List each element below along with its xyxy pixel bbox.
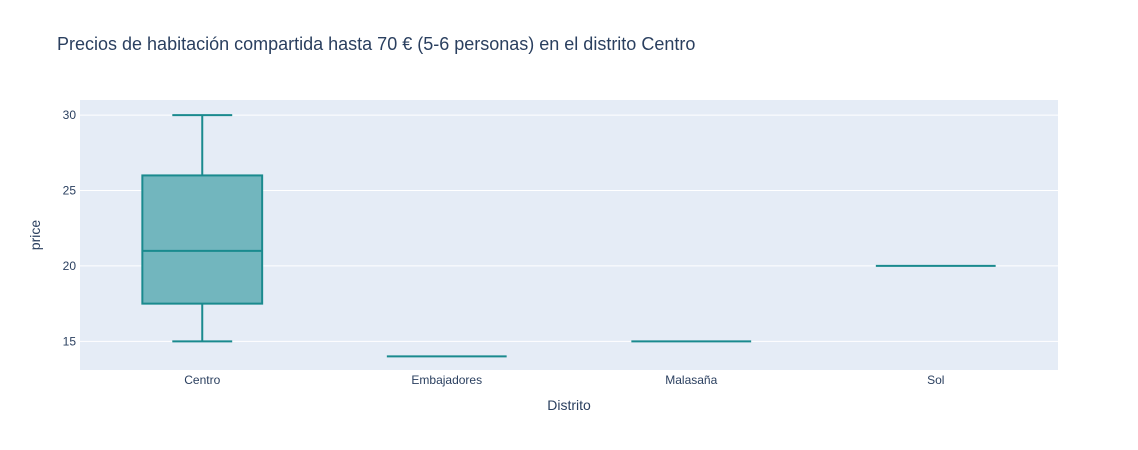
y-tick-label: 20	[63, 259, 77, 273]
x-tick-label: Malasaña	[665, 373, 717, 387]
x-tick-label: Embajadores	[411, 373, 482, 387]
y-axis-ticks: 15 20 25 30	[63, 108, 77, 348]
y-axis-title: price	[27, 220, 43, 251]
boxes	[141, 114, 996, 358]
box-centro	[141, 114, 264, 343]
iqr-box	[141, 174, 264, 305]
x-axis-ticks: Centro Embajadores Malasaña Sol	[184, 373, 944, 387]
y-tick-label: 30	[63, 108, 77, 122]
x-tick-label: Centro	[184, 373, 220, 387]
y-tick-label: 15	[63, 334, 77, 348]
y-tick-label: 25	[63, 184, 77, 198]
x-tick-label: Sol	[927, 373, 944, 387]
x-axis-title: Distrito	[547, 397, 591, 413]
chart-title: Precios de habitación compartida hasta 7…	[57, 34, 695, 54]
